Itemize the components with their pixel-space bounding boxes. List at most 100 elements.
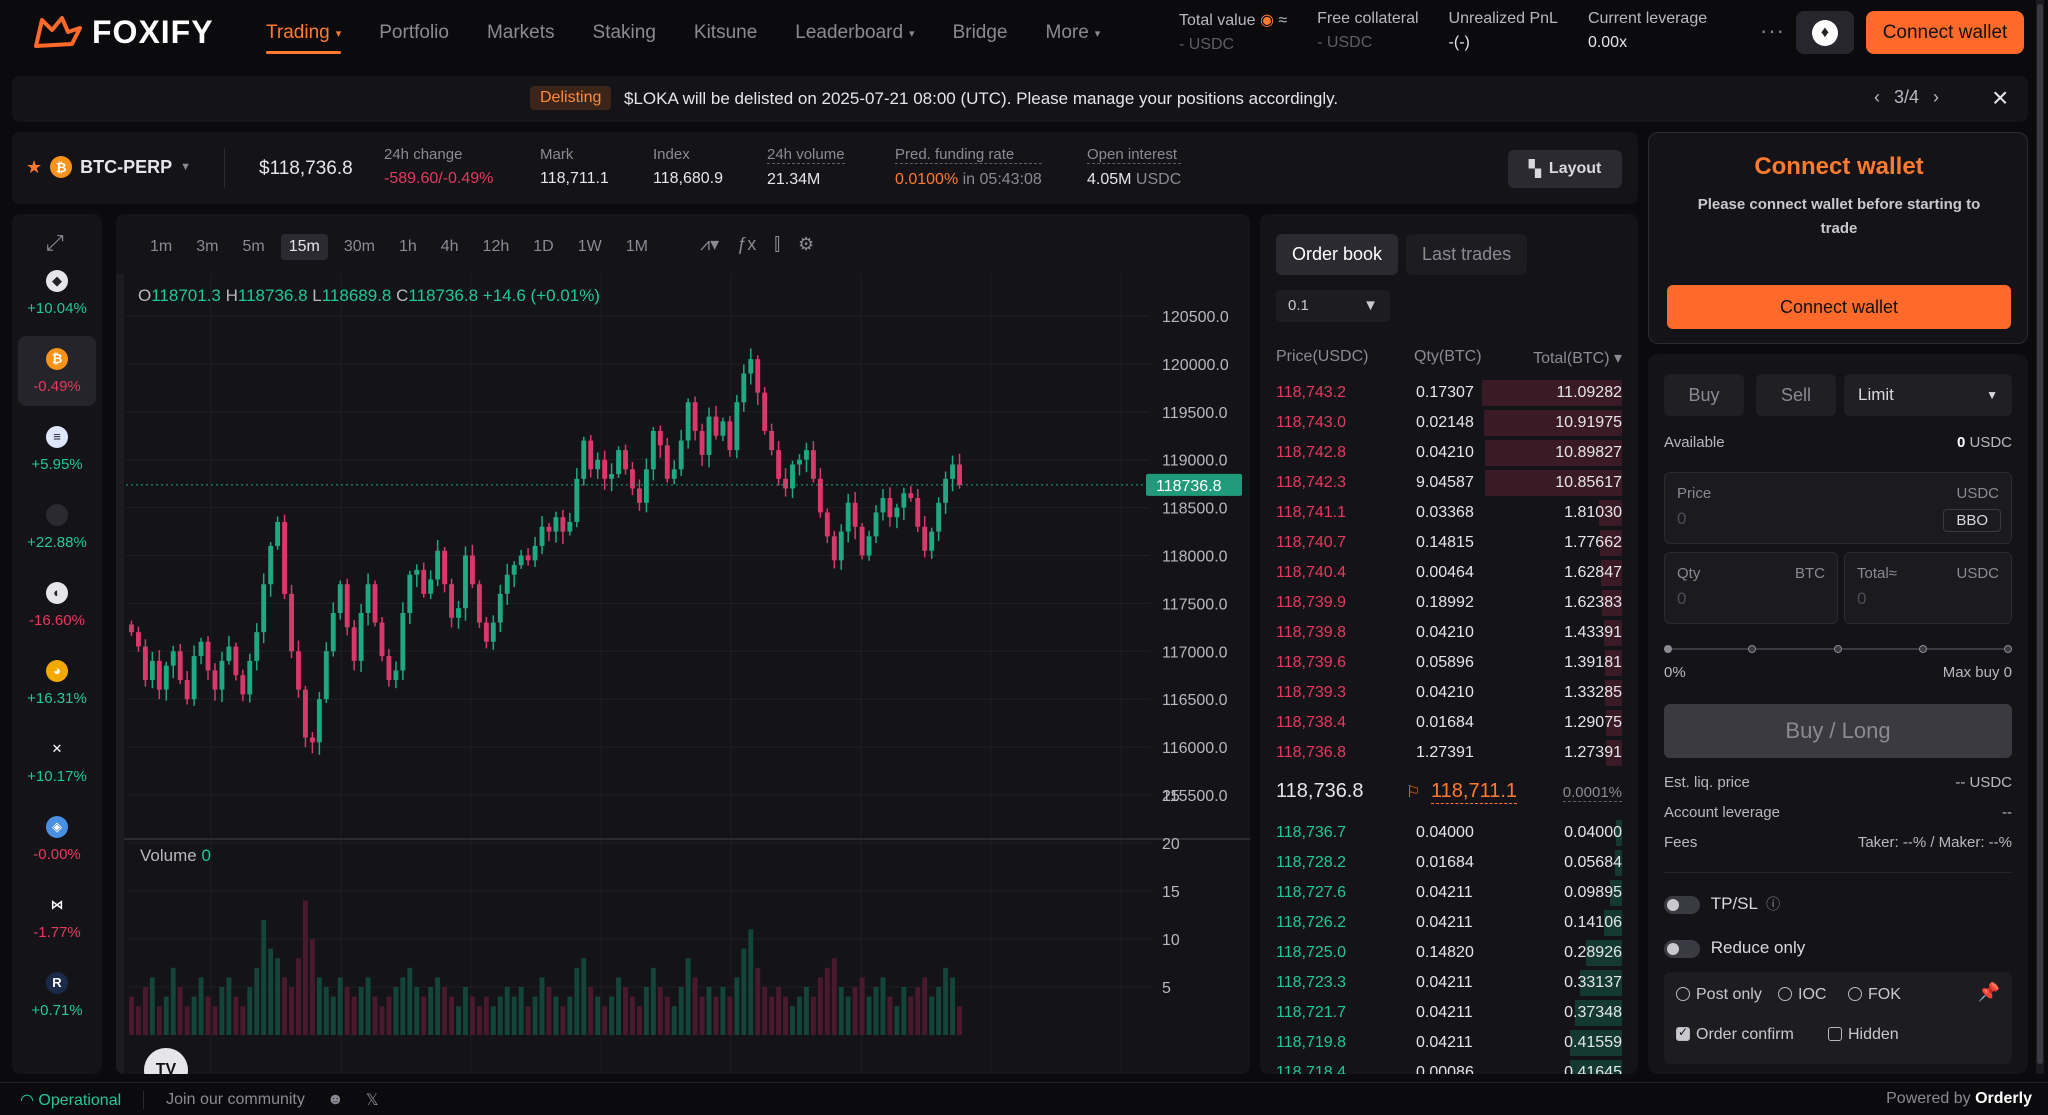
nav-trading[interactable]: Trading ▾ <box>266 0 342 66</box>
fok-option[interactable]: FOK <box>1848 986 1901 1004</box>
slider-stop[interactable] <box>2004 645 2012 653</box>
depth-select[interactable]: 0.1 ▼ <box>1276 290 1390 322</box>
function-icon[interactable]: ƒx <box>737 234 757 254</box>
tpsl-toggle[interactable] <box>1664 895 1700 914</box>
pin-icon[interactable]: 📌 <box>1977 982 2000 1002</box>
ask-row[interactable]: 118,739.6 0.05896 1.39181 <box>1260 648 1638 678</box>
timeframe-1W[interactable]: 1W <box>577 238 602 255</box>
ask-row[interactable]: 118,741.1 0.03368 1.81030 <box>1260 498 1638 528</box>
buy-tab[interactable]: Buy <box>1664 374 1744 416</box>
timeframe-30m[interactable]: 30m <box>343 238 375 255</box>
timeframe-12h[interactable]: 12h <box>482 238 510 255</box>
slider-stop[interactable] <box>1919 645 1927 653</box>
tab-order-book[interactable]: Order book <box>1276 234 1399 275</box>
candle-type-icon[interactable]: ⫿ <box>774 234 780 254</box>
bid-row[interactable]: 118,726.2 0.04211 0.14106 <box>1260 908 1638 938</box>
settings-gear-icon[interactable]: ⚙ <box>797 234 815 254</box>
market-item[interactable]: ₿ -0.49% <box>18 336 96 406</box>
ask-row[interactable]: 118,742.3 9.04587 10.85617 <box>1260 468 1638 498</box>
eye-icon[interactable]: ◉ <box>1259 12 1274 29</box>
chevron-left-icon[interactable]: ‹ <box>1874 87 1880 107</box>
nav-portfolio[interactable]: Portfolio <box>379 0 449 66</box>
close-icon[interactable]: × <box>1992 82 2009 113</box>
nav-markets[interactable]: Markets <box>487 0 555 66</box>
market-item[interactable]: ◆ +10.04% <box>18 258 96 328</box>
market-item[interactable]: ◕ +16.31% <box>18 648 96 718</box>
ask-row[interactable]: 118,739.8 0.04210 1.43391 <box>1260 618 1638 648</box>
bid-row[interactable]: 118,723.3 0.04211 0.33137 <box>1260 968 1638 998</box>
x-twitter-icon[interactable]: 𝕏 <box>365 1092 379 1109</box>
layout-button[interactable]: ▚ Layout <box>1508 150 1622 188</box>
ask-row[interactable]: 118,740.4 0.00464 1.62847 <box>1260 558 1638 588</box>
bbo-button[interactable]: BBO <box>1943 509 2001 532</box>
indicator-icon[interactable]: ⩘▾ <box>700 234 720 254</box>
buy-long-button[interactable]: Buy / Long <box>1664 704 2012 758</box>
orderly-logo[interactable]: Orderly <box>1975 1090 2032 1107</box>
nav-leaderboard[interactable]: Leaderboard ▾ <box>795 0 914 66</box>
star-icon[interactable]: ★ <box>26 156 43 177</box>
chevron-right-icon[interactable]: › <box>1933 87 1940 107</box>
ask-row[interactable]: 118,739.3 0.04210 1.33285 <box>1260 678 1638 708</box>
info-icon[interactable]: ⓘ <box>1766 896 1781 912</box>
connect-wallet-card-button[interactable]: Connect wallet <box>1667 285 2011 329</box>
bid-row[interactable]: 118,721.7 0.04211 0.37348 <box>1260 998 1638 1028</box>
order-type-select[interactable]: Limit ▼ <box>1844 374 2012 416</box>
page-scrollbar[interactable] <box>2036 0 2044 1074</box>
bid-row[interactable]: 118,728.2 0.01684 0.05684 <box>1260 848 1638 878</box>
slider-stop[interactable] <box>1834 645 1842 653</box>
nav-bridge[interactable]: Bridge <box>953 0 1008 66</box>
market-item[interactable]: ≡ +5.95% <box>18 414 96 484</box>
slider-stop[interactable] <box>1748 645 1756 653</box>
symbol-selector[interactable]: ★ ₿ BTC-PERP ▼ <box>26 156 191 178</box>
nav-staking[interactable]: Staking <box>593 0 656 66</box>
market-item[interactable]: ◈ -0.00% <box>18 804 96 874</box>
ask-row[interactable]: 118,742.8 0.04210 10.89827 <box>1260 438 1638 468</box>
scrollbar-thumb[interactable] <box>2037 4 2043 1064</box>
ask-row[interactable]: 118,743.2 0.17307 11.09282 <box>1260 378 1638 408</box>
nav-more[interactable]: More ▾ <box>1046 0 1101 66</box>
connect-wallet-button[interactable]: Connect wallet <box>1866 11 2024 54</box>
ask-row[interactable]: 118,736.8 1.27391 1.27391 <box>1260 738 1638 768</box>
discord-icon[interactable]: ☻ <box>326 1091 344 1108</box>
ask-row[interactable]: 118,743.0 0.02148 10.91975 <box>1260 408 1638 438</box>
more-dots-icon[interactable]: ··· <box>1760 18 1785 43</box>
ask-row[interactable]: 118,739.9 0.18992 1.62383 <box>1260 588 1638 618</box>
header-total[interactable]: Total(BTC) ▾ <box>1533 348 1622 368</box>
timeframe-15m[interactable]: 15m <box>280 234 328 260</box>
bid-row[interactable]: 118,727.6 0.04211 0.09895 <box>1260 878 1638 908</box>
market-item[interactable]: ⋈ -1.77% <box>18 882 96 952</box>
timeframe-5m[interactable]: 5m <box>242 238 265 255</box>
timeframe-1M[interactable]: 1M <box>625 238 648 255</box>
total-input[interactable]: Total≈ USDC 0 <box>1844 552 2012 624</box>
market-item[interactable]: +22.88% <box>18 492 96 562</box>
ioc-option[interactable]: IOC <box>1778 986 1826 1004</box>
qty-slider[interactable] <box>1664 642 2012 656</box>
timeframe-1D[interactable]: 1D <box>533 238 554 255</box>
bid-row[interactable]: 118,725.0 0.14820 0.28926 <box>1260 938 1638 968</box>
chain-selector-button[interactable]: ♦ <box>1796 11 1854 54</box>
market-item[interactable]: ◐ -16.60% <box>18 570 96 640</box>
order-confirm-option[interactable]: Order confirm <box>1676 1025 1794 1044</box>
status-indicator[interactable]: ◠ Operational <box>20 1090 121 1110</box>
bid-row[interactable]: 118,736.7 0.04000 0.04000 <box>1260 818 1638 848</box>
timeframe-1h[interactable]: 1h <box>398 238 417 255</box>
sell-tab[interactable]: Sell <box>1756 374 1836 416</box>
ask-row[interactable]: 118,740.7 0.14815 1.77662 <box>1260 528 1638 558</box>
slider-stop[interactable] <box>1664 645 1672 653</box>
timeframe-1m[interactable]: 1m <box>150 238 173 255</box>
timeframe-4h[interactable]: 4h <box>440 238 459 255</box>
reduce-only-toggle[interactable] <box>1664 939 1700 958</box>
post-only-option[interactable]: Post only <box>1676 986 1762 1004</box>
qty-input[interactable]: Qty BTC 0 <box>1664 552 1838 624</box>
market-item[interactable]: ✕ +10.17% <box>18 726 96 796</box>
timeframe-3m[interactable]: 3m <box>196 238 219 255</box>
bid-row[interactable]: 118,719.8 0.04211 0.41559 <box>1260 1028 1638 1058</box>
expand-icon[interactable]: ⤢ <box>46 230 64 255</box>
price-input[interactable]: Price USDC 0 BBO <box>1664 472 2012 544</box>
market-item[interactable]: R +0.71% <box>18 960 96 1030</box>
hidden-option[interactable]: Hidden <box>1828 1026 1899 1044</box>
tab-last-trades[interactable]: Last trades <box>1406 234 1528 275</box>
candlestick-chart[interactable]: 120500.0 120000.0 119500.0 119000.0 118500.0… <box>116 274 1250 1074</box>
logo[interactable]: FOXIFY <box>32 12 214 52</box>
nav-kitsune[interactable]: Kitsune <box>694 0 757 66</box>
